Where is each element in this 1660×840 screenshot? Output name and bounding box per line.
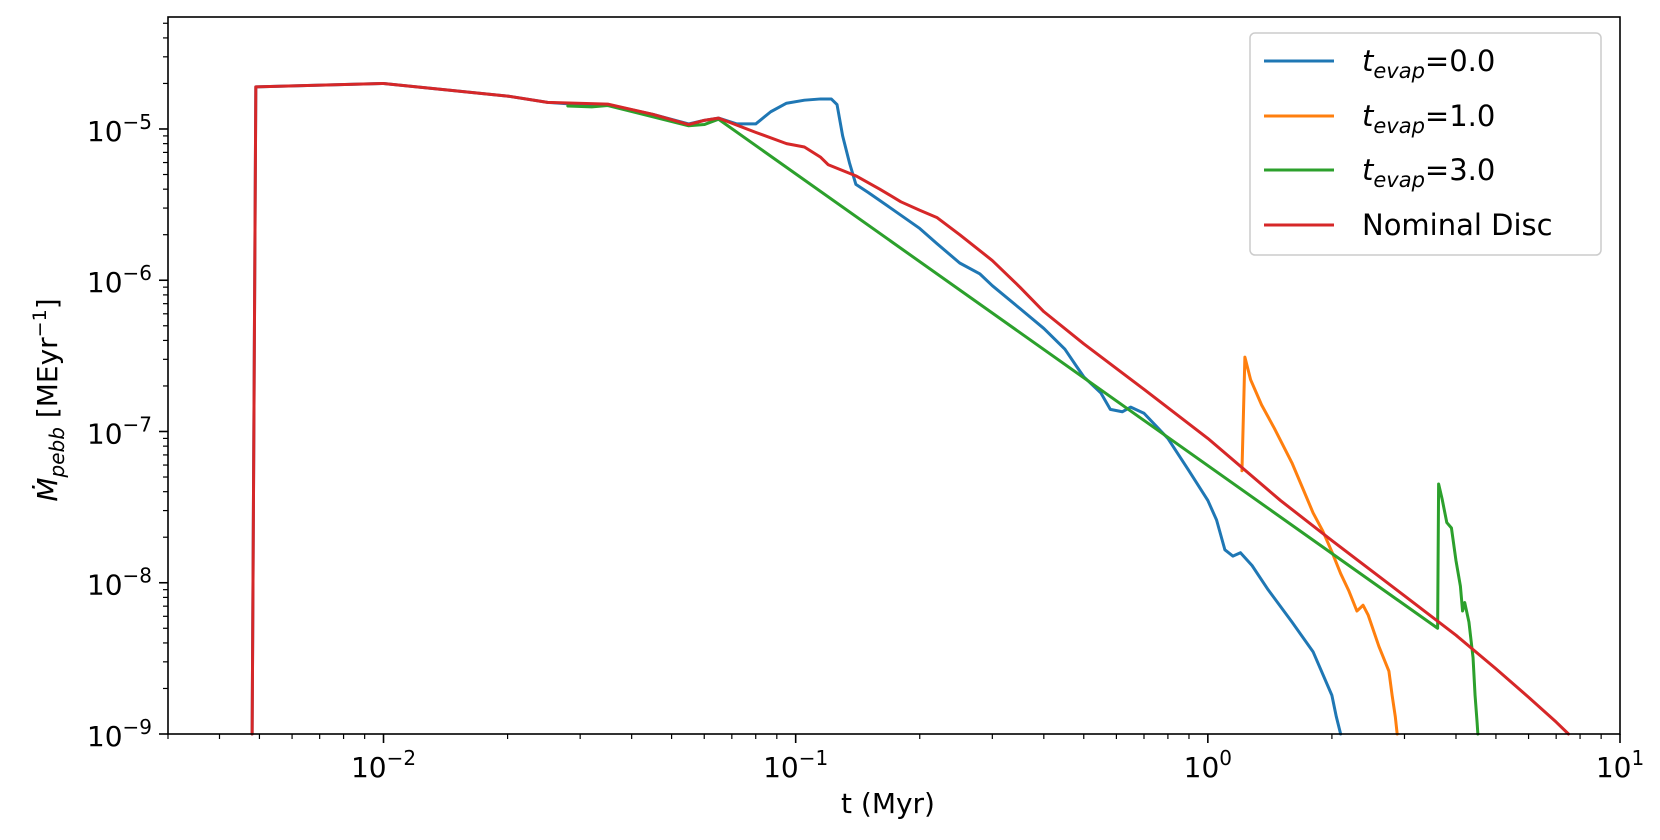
legend-item-t-evap-0: tevap=0.0 <box>1264 44 1495 83</box>
legend-label-t-evap-0: tevap=0.0 <box>1362 44 1495 83</box>
legend-label-t-evap-3: tevap=3.0 <box>1362 153 1495 192</box>
legend-box <box>1249 32 1602 256</box>
series-line-0 <box>250 81 1343 736</box>
x-minor-ticks <box>167 734 1602 739</box>
x-axis-title: t (Myr) <box>841 787 935 820</box>
x-tick-label: 101 <box>1596 746 1644 784</box>
legend-label-nominal-disc: Nominal Disc <box>1362 208 1553 242</box>
y-tick-label: 10−7 <box>87 412 152 450</box>
y-tick-label: 10−8 <box>87 564 152 602</box>
series-line-2 <box>566 103 1480 736</box>
x-tick-label: 10−1 <box>763 746 828 784</box>
y-major-ticks: 10−9 10−8 10−7 10−6 10−5 <box>87 110 168 753</box>
x-major-ticks: 10−2 10−1 100 101 <box>351 734 1644 784</box>
series-line-3 <box>250 81 1570 736</box>
y-axis-title: Ṁpebb [MEyr−1] <box>29 298 69 501</box>
y-tick-label: 10−6 <box>87 261 152 299</box>
x-tick-label: 100 <box>1184 746 1232 784</box>
legend-label-t-evap-1: tevap=1.0 <box>1362 99 1495 138</box>
legend-item-t-evap-1: tevap=1.0 <box>1264 99 1495 138</box>
legend: tevap=0.0 tevap=1.0 tevap=3.0 Nominal Di… <box>1249 32 1602 256</box>
y-tick-label: 10−9 <box>87 715 152 753</box>
y-tick-label: 10−5 <box>87 110 152 148</box>
legend-item-t-evap-3: tevap=3.0 <box>1264 153 1495 192</box>
plot-series <box>250 81 1570 736</box>
y-minor-ticks <box>163 22 168 690</box>
legend-item-nominal-disc: Nominal Disc <box>1264 208 1553 242</box>
x-tick-label: 10−2 <box>351 746 416 784</box>
plot-frame <box>167 16 1621 735</box>
